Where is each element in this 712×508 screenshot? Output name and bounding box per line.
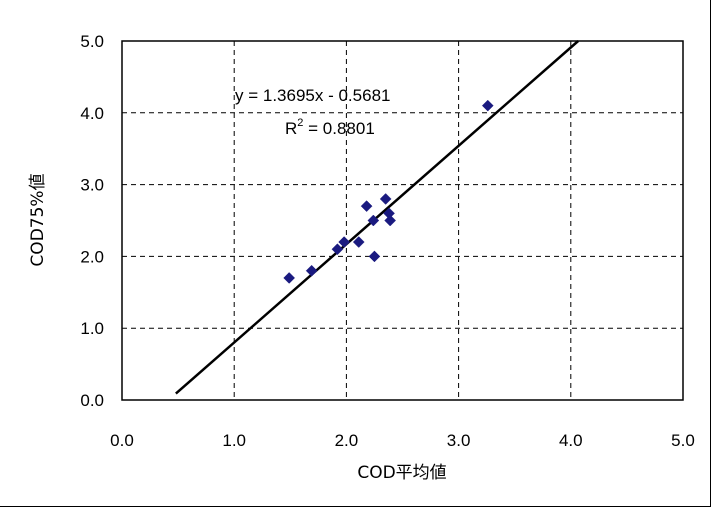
trendline-group <box>175 40 580 395</box>
data-point <box>481 99 494 112</box>
data-point <box>367 214 380 227</box>
r-squared-value: = 0.8801 <box>303 119 374 138</box>
data-point <box>338 236 351 248</box>
x-axis-label: COD平均値 <box>357 463 446 483</box>
x-tick-label: 4.0 <box>559 431 583 450</box>
x-tick-label: 3.0 <box>447 431 471 450</box>
y-tick-label: 1.0 <box>80 319 104 338</box>
data-point <box>305 264 318 277</box>
x-tick-labels: 0.0 1.0 2.0 3.0 4.0 5.0 <box>110 431 695 450</box>
y-tick-label: 4.0 <box>80 104 104 123</box>
data-point <box>384 214 397 227</box>
y-tick-label: 3.0 <box>80 176 104 195</box>
trendline <box>175 40 580 395</box>
y-tick-label: 0.0 <box>80 391 104 410</box>
y-tick-label: 2.0 <box>80 247 104 266</box>
x-tick-label: 0.0 <box>110 431 134 450</box>
y-tick-labels: 0.0 1.0 2.0 3.0 4.0 5.0 <box>80 32 104 410</box>
data-point <box>379 193 392 205</box>
data-point <box>368 250 381 263</box>
x-tick-label: 2.0 <box>335 431 359 450</box>
plot-area-border <box>121 40 684 401</box>
trendline-equation: y = 1.3695x - 0.5681 <box>235 86 390 105</box>
grid-lines <box>122 41 683 400</box>
data-point <box>360 200 373 212</box>
data-points <box>283 99 494 284</box>
y-tick-label: 5.0 <box>80 32 104 51</box>
r-squared-base: R <box>285 119 297 138</box>
y-axis-label: COD75%値 <box>28 173 48 266</box>
r-squared-label: R2 = 0.8801 <box>285 117 375 138</box>
data-point <box>331 243 344 256</box>
x-tick-label: 1.0 <box>222 431 246 450</box>
x-tick-label: 5.0 <box>671 431 695 450</box>
data-point <box>283 272 296 284</box>
r-squared-superscript: 2 <box>297 117 303 129</box>
data-point <box>352 236 365 248</box>
